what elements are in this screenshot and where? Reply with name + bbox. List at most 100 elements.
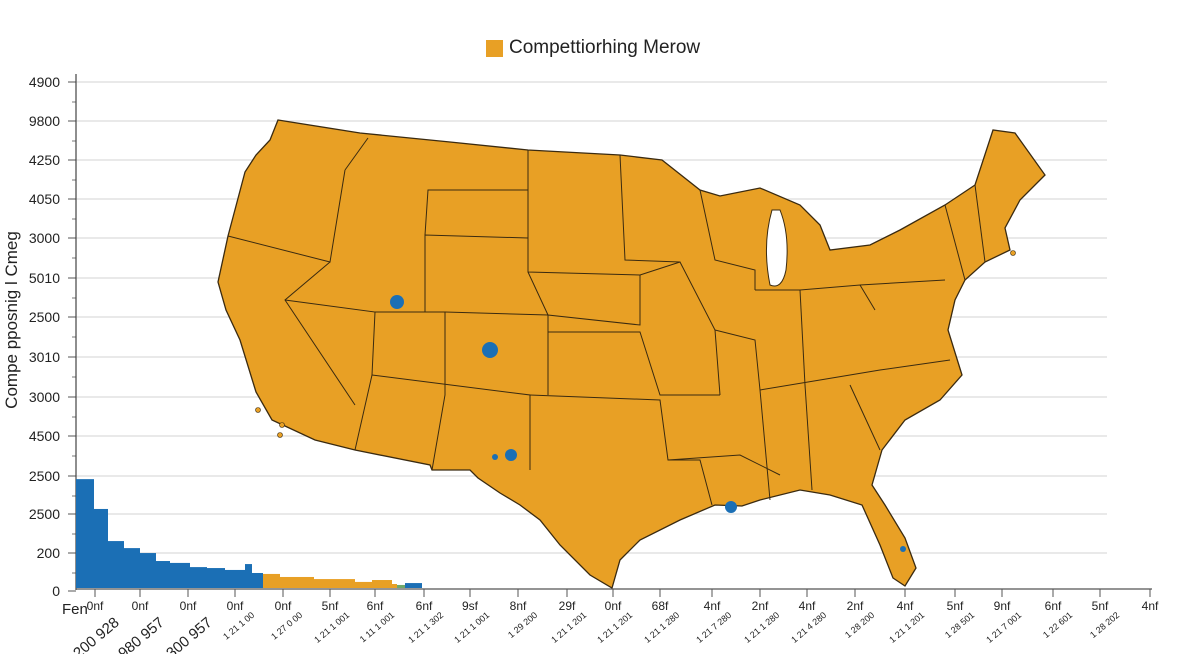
y-tick-label: 2500 xyxy=(29,468,60,484)
x-tick-label: 5nf xyxy=(947,599,964,613)
state-border xyxy=(548,331,720,396)
x-tick-sublabel: 1 28 200 xyxy=(843,610,876,640)
histogram-bar xyxy=(392,584,397,588)
x-tick-sublabel: 980 957 xyxy=(115,614,167,654)
x-tick-label: 8nf xyxy=(510,599,527,613)
lake-michigan xyxy=(765,209,788,287)
x-tick-label: 0nf xyxy=(227,599,244,613)
x-tick-sublabel: 1 21 7 280 xyxy=(694,610,733,645)
legend-label: Compettiorhing Merow xyxy=(509,37,701,58)
y-tick-label: 5010 xyxy=(29,270,60,286)
state-border xyxy=(344,137,369,171)
x-tick-sublabel: 1 21 1 302 xyxy=(406,610,445,645)
x-tick-label: 2nf xyxy=(752,599,769,613)
histogram-bar xyxy=(372,580,392,588)
state-border xyxy=(375,234,529,313)
x-tick-label: 4nf xyxy=(897,599,914,613)
x-tick-sublabel: 1 21 7 001 xyxy=(984,610,1023,645)
state-border xyxy=(667,454,781,476)
y-tick-label: 200 xyxy=(37,545,61,561)
state-border xyxy=(759,389,771,501)
x-tick-label: 2nf xyxy=(847,599,864,613)
x-tick-label: 5nf xyxy=(1092,599,1109,613)
x-tick-label: 6nf xyxy=(367,599,384,613)
legend: Compettiorhing Merow xyxy=(486,37,700,59)
histogram-bar xyxy=(397,584,405,588)
histogram-bar xyxy=(76,479,94,588)
state-border xyxy=(804,384,813,491)
x-tick-sublabel: 1 21 1 280 xyxy=(742,610,781,645)
y-tick-label: 3000 xyxy=(29,389,60,405)
x-tick-label: 29f xyxy=(559,599,576,613)
state-border xyxy=(944,204,966,281)
x-tick-label: 0nf xyxy=(275,599,292,613)
x-tick-label: 4nf xyxy=(704,599,721,613)
y-tick-label: 2500 xyxy=(29,506,60,522)
map-marker xyxy=(900,546,906,552)
histogram-bar xyxy=(124,548,140,588)
histogram-bar xyxy=(170,562,190,588)
x-tick-label: 5nf xyxy=(322,599,339,613)
histogram-bar xyxy=(94,508,108,588)
island xyxy=(255,407,261,413)
x-tick-sublabel: 1 21 1 00 xyxy=(221,610,256,642)
x-tick-label: 6nf xyxy=(1045,599,1062,613)
map-marker xyxy=(390,295,404,309)
state-border xyxy=(619,154,681,263)
island xyxy=(279,422,285,428)
island xyxy=(277,432,283,438)
histogram-bar xyxy=(190,567,207,588)
x-tick-label: 0nf xyxy=(132,599,149,613)
x-tick-sublabel: 1 28 501 xyxy=(943,610,976,640)
x-tick-label: 0nf xyxy=(605,599,622,613)
x-axis-label: Fen xyxy=(62,601,88,618)
x-tick-sublabel: 1 22 601 xyxy=(1041,610,1074,640)
histogram-bar xyxy=(156,561,170,588)
x-tick-sublabel: 1 28 202 xyxy=(1088,610,1121,640)
y-tick-label: 9800 xyxy=(29,113,60,129)
histogram-bar xyxy=(108,541,124,588)
map-marker xyxy=(492,454,498,460)
island xyxy=(1010,250,1016,256)
state-border xyxy=(755,284,876,311)
x-tick-label: 9sf xyxy=(462,599,479,613)
x-tick-sublabel: 1 21 1 280 xyxy=(642,610,681,645)
map-marker xyxy=(725,501,737,513)
state-border xyxy=(425,311,446,471)
y-tick-label: 2500 xyxy=(29,309,60,325)
map-marker xyxy=(482,342,498,358)
y-tick-label: 4250 xyxy=(29,152,60,168)
histogram-bar xyxy=(207,568,225,588)
x-tick-label: 4nf xyxy=(1142,599,1159,613)
histogram-bar xyxy=(314,579,355,588)
state-border xyxy=(799,289,806,386)
state-border xyxy=(639,261,721,396)
state-border xyxy=(284,299,376,451)
x-tick-sublabel: 1 21 1 201 xyxy=(549,610,588,645)
us-map xyxy=(217,119,1046,589)
y-tick-label: 4050 xyxy=(29,191,60,207)
x-tick-sublabel: 1 21 1 201 xyxy=(887,610,926,645)
x-tick-label: 68f xyxy=(652,599,669,613)
histogram-bar xyxy=(280,576,314,588)
x-tick-sublabel: 1 21 1 001 xyxy=(312,610,351,645)
x-tick-sublabel: 300 957 xyxy=(163,614,215,654)
histogram-bar xyxy=(245,564,252,588)
x-tick-sublabel: 1 29 200 xyxy=(506,610,539,640)
x-tick-label: 9nf xyxy=(994,599,1011,613)
x-tick-sublabel: 1 21 4 280 xyxy=(789,610,828,645)
y-tick-label: 0 xyxy=(52,583,60,599)
y-axis-label: Compe pposnig l Cmeg xyxy=(2,231,21,409)
histogram-bar xyxy=(140,553,156,588)
state-border xyxy=(527,271,641,326)
x-tick-label: 0nf xyxy=(180,599,197,613)
histogram-bar xyxy=(405,583,422,588)
y-tick-label: 3000 xyxy=(29,230,60,246)
state-border xyxy=(859,279,946,286)
state-border xyxy=(714,329,761,391)
histogram-bar xyxy=(263,573,280,588)
histogram-bar xyxy=(355,581,372,588)
x-tick-sublabel: 1 11 1 001 xyxy=(358,610,397,645)
state-border xyxy=(849,384,881,451)
